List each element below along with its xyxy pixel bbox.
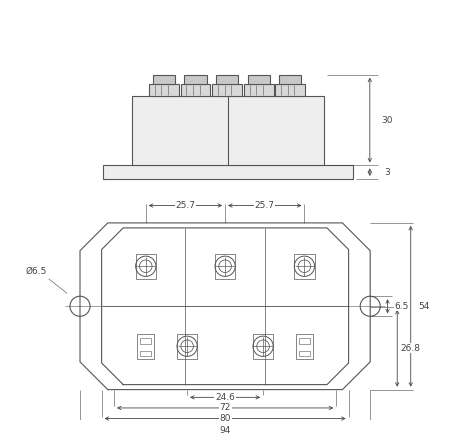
Text: 72: 72 — [219, 404, 230, 412]
Bar — [293, 254, 314, 279]
Bar — [140, 351, 151, 356]
Bar — [298, 338, 309, 344]
Bar — [184, 75, 206, 84]
Bar — [253, 334, 273, 359]
Bar — [215, 75, 238, 84]
Bar — [295, 334, 313, 359]
Text: 26.8: 26.8 — [400, 344, 420, 353]
Bar — [214, 254, 235, 279]
Bar — [275, 84, 304, 96]
Text: 80: 80 — [219, 414, 230, 423]
Bar — [247, 75, 269, 84]
Bar — [212, 84, 241, 96]
Bar — [177, 334, 197, 359]
Bar — [137, 334, 154, 359]
Bar — [243, 84, 273, 96]
Bar — [140, 338, 151, 344]
Bar — [149, 84, 178, 96]
Bar — [152, 75, 175, 84]
Bar — [131, 96, 324, 165]
Text: 24.6: 24.6 — [215, 393, 234, 402]
Text: 25.7: 25.7 — [175, 201, 195, 210]
Text: 30: 30 — [380, 115, 392, 125]
Text: 6.5: 6.5 — [394, 302, 408, 311]
Text: Ø6.5: Ø6.5 — [25, 267, 47, 276]
Text: 3: 3 — [384, 168, 389, 177]
Bar — [102, 165, 353, 179]
Bar — [180, 84, 210, 96]
Bar — [135, 254, 156, 279]
Bar — [298, 351, 309, 356]
Text: 54: 54 — [418, 302, 429, 311]
Bar — [278, 75, 301, 84]
Text: 94: 94 — [219, 426, 230, 434]
Text: 25.7: 25.7 — [254, 201, 274, 210]
